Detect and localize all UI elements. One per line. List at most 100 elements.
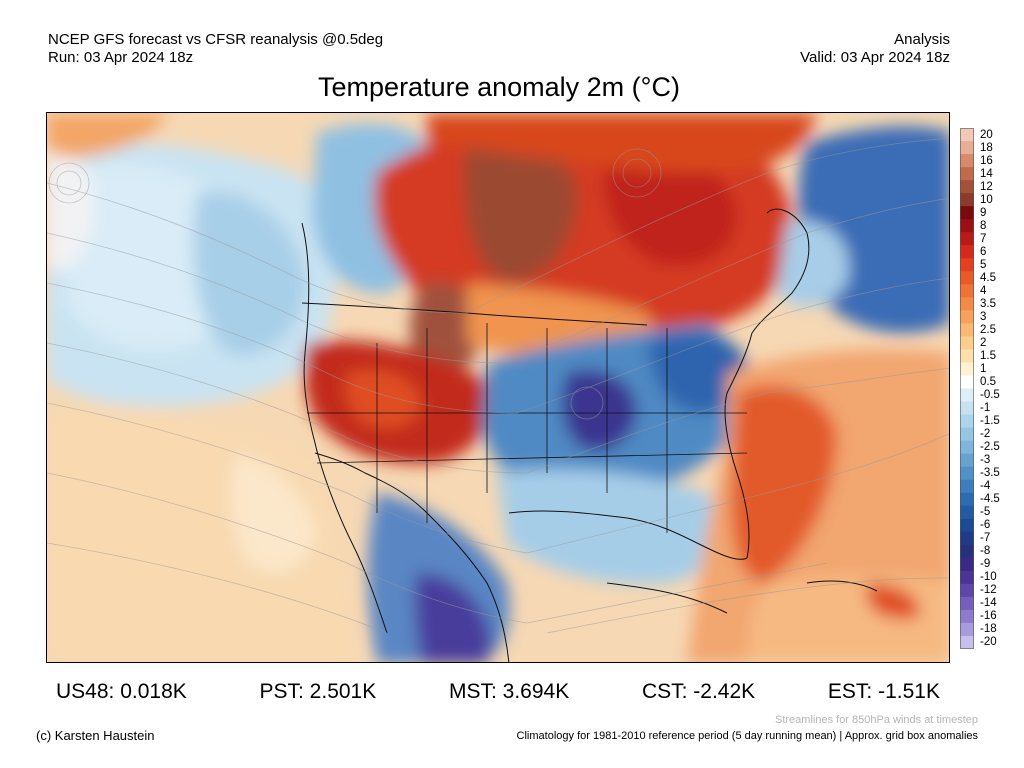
colorbar-tick-label: -14 [980, 597, 997, 610]
valid-time: Valid: 03 Apr 2024 18z [800, 49, 950, 66]
colorbar-tick-label: -1.5 [980, 415, 1000, 428]
colorbar-swatch [960, 622, 974, 637]
colorbar-tick-label: 2 [980, 336, 987, 349]
colorbar-tick-label: 5 [980, 258, 987, 271]
colorbar-tick-label: -6 [980, 519, 991, 532]
colorbar-tick-label: 8 [980, 219, 987, 232]
colorbar-tick-label: 2.5 [980, 323, 996, 336]
anomaly-map [46, 112, 950, 663]
colorbar-tick-label: 1.5 [980, 349, 996, 362]
colorbar-swatch [960, 375, 974, 389]
colorbar-swatch [960, 271, 974, 285]
colorbar-swatches [960, 128, 974, 649]
colorbar-swatch [960, 635, 974, 649]
colorbar-tick-label: -3 [980, 454, 991, 467]
colorbar-tick-label: -2 [980, 428, 991, 441]
colorbar-swatch [960, 193, 974, 207]
colorbar-swatch [960, 206, 974, 220]
colorbar-swatch [960, 167, 974, 181]
anomaly-map-graphic [47, 113, 949, 662]
colorbar-swatch [960, 583, 974, 598]
colorbar-tick-label: -4 [980, 480, 991, 493]
colorbar-tick-label: 9 [980, 206, 987, 219]
colorbar-tick-label: -16 [980, 610, 997, 623]
colorbar-tick-label: 1 [980, 362, 987, 375]
colorbar-swatch [960, 362, 974, 376]
colorbar-tick-label: -9 [980, 558, 991, 571]
colorbar-swatch [960, 323, 974, 337]
colorbar-swatch [960, 570, 974, 585]
colorbar-outline [960, 128, 974, 649]
anomaly-field [47, 113, 949, 662]
colorbar-tick-label: -8 [980, 545, 991, 558]
colorbar-tick-label: 16 [980, 154, 993, 167]
header-left: NCEP GFS forecast vs CFSR reanalysis @0.… [48, 31, 383, 67]
colorbar-tick-label: -4.5 [980, 493, 1000, 506]
colorbar-tick-label: -10 [980, 571, 997, 584]
climatology-note: Climatology for 1981-2010 reference peri… [516, 730, 978, 742]
colorbar-swatch [960, 297, 974, 311]
colorbar-tick-label: -3.5 [980, 467, 1000, 480]
region-stat: CST: -2.42K [641, 680, 756, 703]
colorbar-tick-label: -5 [980, 506, 991, 519]
colorbar-swatch [960, 453, 974, 468]
colorbar-tick-label: 20 [980, 128, 993, 141]
header-right: Analysis Valid: 03 Apr 2024 18z [800, 31, 950, 67]
streamlines-note: Streamlines for 850hPa winds at timestep [775, 714, 978, 726]
map-title: Temperature anomaly 2m (°C) [318, 72, 680, 102]
colorbar-tick-label: -12 [980, 584, 997, 597]
region-stat: EST: -1.51K [827, 680, 940, 703]
colorbar-swatch [960, 180, 974, 194]
colorbar-swatch [960, 219, 974, 233]
colorbar-swatch [960, 232, 974, 246]
colorbar-swatch [960, 440, 974, 455]
colorbar-swatch [960, 492, 974, 507]
colorbar-tick-label: 3 [980, 310, 987, 323]
model-description: NCEP GFS forecast vs CFSR reanalysis @0.… [48, 31, 384, 48]
colorbar-swatch [960, 349, 974, 363]
colorbar-swatch [960, 609, 974, 624]
colorbar-swatch [960, 596, 974, 611]
colorbar-tick-label: 4 [980, 284, 987, 297]
copyright: (c) Karsten Haustein [36, 728, 155, 743]
colorbar-swatch [960, 518, 974, 533]
colorbar-tick-label: 14 [980, 167, 993, 180]
region-stat: MST: 3.694K [448, 680, 570, 703]
colorbar-tick-label: -2.5 [980, 441, 1000, 454]
coastlines [301, 208, 878, 662]
analysis-label: Analysis [894, 31, 950, 48]
colorbar-swatch [960, 414, 974, 428]
region-stat: PST: 2.501K [259, 680, 377, 703]
colorbar-tick-label: -0.5 [980, 389, 1000, 401]
streamlines [47, 137, 949, 634]
colorbar-swatch [960, 128, 974, 142]
colorbar-tick-label: -1 [980, 402, 991, 415]
colorbar-tick-label: -18 [980, 623, 997, 636]
run-time: Run: 03 Apr 2024 18z [48, 49, 194, 66]
colorbar [960, 128, 974, 649]
colorbar-swatch [960, 505, 974, 520]
colorbar-tick-label: 18 [980, 141, 993, 154]
colorbar-swatch [960, 557, 974, 572]
region-stat: US48: 0.018K [56, 680, 187, 703]
colorbar-swatch [960, 336, 974, 350]
colorbar-swatch [960, 154, 974, 168]
colorbar-tick-label: 12 [980, 180, 993, 193]
colorbar-swatch [960, 284, 974, 298]
colorbar-labels: 20 18 16 14 12 10 9 8 7 6 5 4.5 4 3.5 3 2.5 2 1.5 1 0.5 -0.5… [980, 128, 1024, 649]
colorbar-tick-label: 10 [980, 193, 993, 206]
colorbar-swatch [960, 544, 974, 559]
colorbar-swatch [960, 466, 974, 481]
colorbar-swatch [960, 401, 974, 415]
colorbar-swatch [960, 388, 974, 402]
colorbar-tick-label: 7 [980, 232, 987, 245]
colorbar-swatch [960, 427, 974, 441]
colorbar-swatch [960, 531, 974, 546]
colorbar-tick-label: 3.5 [980, 297, 996, 310]
regional-stats: US48: 0.018K PST: 2.501K MST: 3.694K CST: -… [46, 678, 950, 706]
colorbar-tick-label: -7 [980, 532, 991, 545]
colorbar-swatch [960, 245, 974, 259]
colorbar-tick-label: -20 [980, 636, 997, 649]
colorbar-tick-label: 4.5 [980, 271, 996, 284]
colorbar-swatch [960, 310, 974, 324]
